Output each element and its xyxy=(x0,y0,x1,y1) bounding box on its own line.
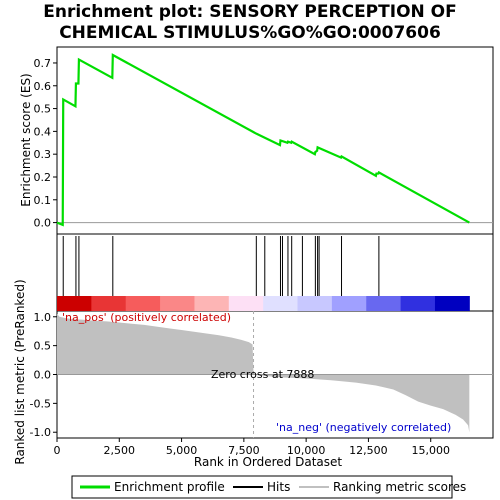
axes-layer: 0.0 0.1 0.2 0.3 0.4 0.5 0.6 0.7 -1.0 -0.5 0.0 0.5 1.… xyxy=(30,57,450,457)
metric-y-tick-label-4: 1.0 xyxy=(34,311,52,324)
heatmap-segment-6 xyxy=(263,296,299,311)
legend-hits-label: Hits xyxy=(267,480,290,494)
zero-cross-label: Zero cross at 7888 xyxy=(211,368,314,381)
heatmap-segment-1 xyxy=(91,296,127,311)
chart-title-line-1: Enrichment plot: SENSORY PERCEPTION OF xyxy=(43,2,457,22)
x-tick-label-4: 10,000 xyxy=(287,444,326,457)
heatmap-segment-9 xyxy=(366,296,402,311)
es-y-tick-label-3: 0.3 xyxy=(34,148,52,161)
x-tick-label-1: 2,500 xyxy=(104,444,136,457)
legend: Enrichment profile Hits Ranking metric s… xyxy=(71,475,466,499)
heatmap-bar xyxy=(57,296,470,311)
enrichment-profile-line xyxy=(56,53,470,227)
es-y-tick-label-4: 0.4 xyxy=(34,125,52,138)
heatmap-segment-0 xyxy=(57,296,92,311)
neg-label: 'na_neg' (negatively correlated) xyxy=(276,421,451,434)
es-y-tick-label-6: 0.6 xyxy=(34,80,52,93)
legend-es-label: Enrichment profile xyxy=(114,480,225,494)
x-tick-label-6: 15,000 xyxy=(411,444,450,457)
x-axis-label: Rank in Ordered Dataset xyxy=(194,455,342,469)
hits-layer xyxy=(62,236,380,296)
chart-title: Enrichment plot: SENSORY PERCEPTION OF C… xyxy=(0,2,500,44)
es-y-tick-label-2: 0.2 xyxy=(34,171,52,184)
ranking-metric-area xyxy=(57,313,470,433)
heatmap-segment-5 xyxy=(228,296,264,311)
pos-label: 'na_pos' (positively correlated) xyxy=(62,311,231,324)
x-tick-label-0: 0 xyxy=(54,444,61,457)
es-y-tick-label-0: 0.0 xyxy=(34,217,52,230)
heatmap-segment-8 xyxy=(331,296,367,311)
x-tick-label-5: 12,500 xyxy=(349,444,388,457)
metric-y-tick-label-2: 0.0 xyxy=(34,369,52,382)
heatmap-segment-2 xyxy=(125,296,161,311)
es-y-tick-label-1: 0.1 xyxy=(34,194,52,207)
metric-layer xyxy=(57,311,493,438)
x-tick-label-3: 7,500 xyxy=(228,444,260,457)
legend-metric-label: Ranking metric scores xyxy=(333,480,466,494)
metric-y-axis-label: Ranked list metric (PreRanked) xyxy=(13,279,27,464)
metric-y-tick-label-0: -1.0 xyxy=(30,426,51,439)
es-y-axis-label: Enrichment score (ES) xyxy=(19,73,33,206)
es-layer xyxy=(56,53,493,227)
heatmap-segment-10 xyxy=(400,296,436,311)
metric-y-tick-label-3: 0.5 xyxy=(34,340,52,353)
chart-title-line-2: CHEMICAL STIMULUS%GO%GO:0007606 xyxy=(59,23,441,43)
heatmap-segment-7 xyxy=(297,296,333,311)
heatmap-segment-4 xyxy=(194,296,230,311)
es-panel-frame xyxy=(56,46,494,235)
es-y-tick-label-5: 0.5 xyxy=(34,103,52,116)
x-tick-label-2: 5,000 xyxy=(166,444,198,457)
heatmap-segment-3 xyxy=(160,296,195,311)
heatmap-segment-11 xyxy=(434,296,470,311)
metric-y-tick-label-1: -0.5 xyxy=(30,397,51,410)
es-y-tick-label-7: 0.7 xyxy=(34,57,52,70)
